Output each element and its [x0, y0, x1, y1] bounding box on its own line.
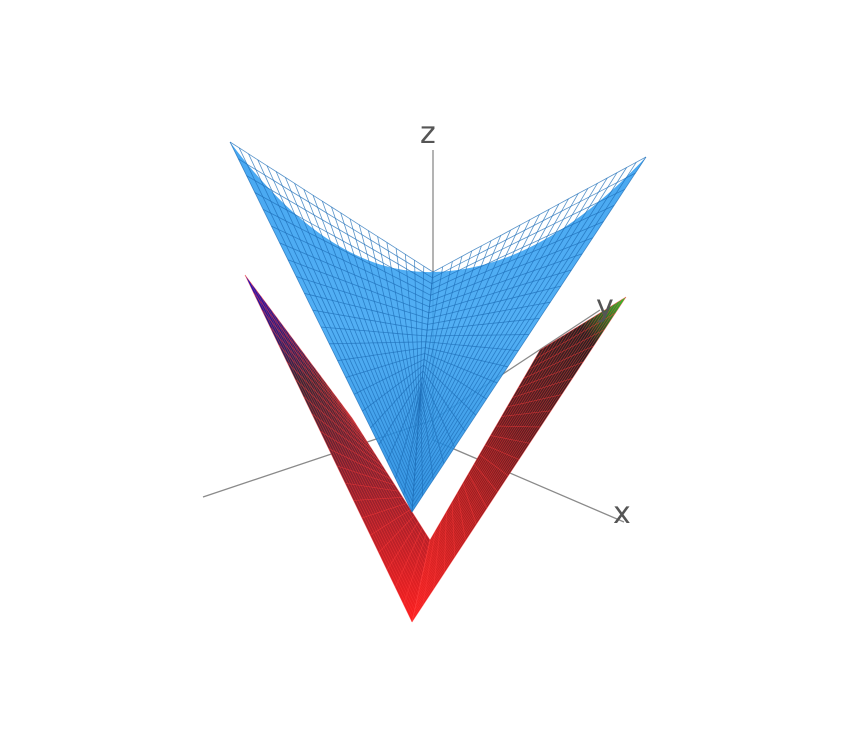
mesh-line — [419, 320, 588, 586]
mesh-line — [413, 182, 598, 487]
z-axis-label: z — [420, 116, 436, 151]
mesh-line — [349, 218, 418, 446]
y-axis-label: y — [596, 289, 614, 324]
mesh-line — [415, 307, 610, 606]
mesh-line — [353, 358, 425, 395]
mesh-line — [484, 444, 520, 460]
mesh-line — [330, 389, 427, 557]
surface-upper-mesh — [229, 141, 647, 513]
mesh-line — [414, 203, 560, 467]
mesh-line — [336, 465, 396, 486]
mesh-line — [415, 214, 540, 457]
mesh-line — [420, 388, 434, 480]
mesh-line — [418, 318, 592, 590]
mesh-line — [420, 394, 423, 496]
surface-lower-mesh — [244, 274, 627, 623]
mesh-line — [386, 242, 419, 426]
mesh-line — [370, 370, 424, 429]
mesh-line — [337, 347, 426, 361]
mesh-line — [424, 353, 498, 384]
mesh-line — [414, 193, 579, 477]
mesh-line — [378, 376, 423, 445]
mesh-line — [422, 376, 455, 448]
mesh-line — [346, 410, 430, 545]
mesh-line — [523, 345, 595, 379]
mesh-line — [421, 382, 445, 464]
mesh-line — [403, 533, 427, 605]
surface-upper — [229, 141, 647, 513]
mesh-line — [418, 315, 597, 594]
mesh-line — [362, 364, 424, 412]
mesh-line — [412, 172, 618, 497]
mesh-line — [517, 361, 584, 389]
mesh-line — [423, 358, 487, 400]
mesh-line — [361, 503, 407, 519]
mesh-line — [303, 353, 423, 578]
mesh-line — [319, 374, 425, 565]
mesh-line — [412, 299, 622, 619]
mesh-line — [308, 360, 424, 573]
mesh-line — [340, 403, 429, 549]
mesh-line — [386, 521, 419, 571]
mesh-line — [411, 156, 647, 513]
mesh-line — [378, 515, 415, 553]
mesh-line — [345, 353, 425, 378]
mesh-line — [425, 341, 519, 351]
mesh-line — [413, 177, 608, 492]
mesh-line — [351, 417, 431, 541]
mesh-line — [340, 212, 417, 452]
mesh-line — [368, 230, 418, 436]
mesh-line — [335, 396, 428, 553]
mesh-line — [329, 341, 426, 345]
mesh-line — [419, 266, 425, 406]
mesh-line — [501, 410, 552, 417]
mesh-line — [495, 425, 541, 428]
mesh-line — [331, 206, 417, 457]
mesh-line — [414, 198, 569, 472]
mesh-line — [422, 370, 466, 432]
mesh-line — [413, 302, 618, 614]
mesh-line — [534, 312, 616, 360]
mesh-line — [353, 496, 403, 501]
x-axis-line — [432, 439, 625, 523]
mesh-line — [528, 329, 605, 370]
mesh-line — [370, 509, 411, 536]
mesh-line — [377, 236, 419, 431]
mesh-line — [386, 382, 423, 462]
mesh-line — [413, 188, 589, 482]
mesh-line — [411, 399, 421, 513]
mesh-line — [324, 382, 426, 561]
mesh-line — [403, 394, 421, 496]
mesh-line — [506, 394, 562, 408]
mesh-line — [423, 364, 477, 416]
mesh-line — [412, 161, 637, 508]
mesh-line — [425, 347, 508, 368]
mesh-line — [512, 377, 573, 398]
mesh-line — [358, 224, 418, 441]
mesh-line — [539, 296, 627, 351]
mesh-line — [394, 527, 423, 588]
surface-lower — [244, 274, 627, 623]
mesh-line — [345, 482, 399, 492]
mesh-line — [415, 209, 550, 462]
mesh-line — [404, 254, 420, 416]
mesh-line — [395, 388, 422, 479]
mesh-line — [412, 167, 627, 503]
mesh-line — [411, 296, 627, 623]
mesh-line — [414, 304, 614, 610]
mesh-line — [490, 435, 530, 444]
mesh-line — [414, 260, 420, 411]
mesh-line — [298, 346, 422, 582]
mesh-line — [314, 367, 425, 569]
mesh-line — [395, 248, 419, 421]
mesh-line — [416, 310, 605, 602]
x-axis-label: x — [613, 496, 631, 531]
mesh-line — [417, 312, 601, 598]
